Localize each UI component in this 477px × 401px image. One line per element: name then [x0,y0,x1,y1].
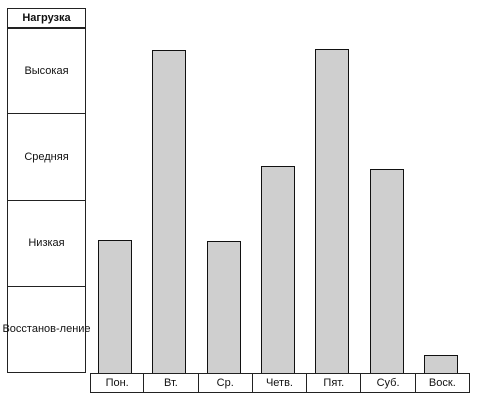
x-tick-label: Четв. [251,373,308,393]
bar-4 [315,48,350,374]
bar-3 [261,166,295,374]
x-tick-label: Пон. [90,373,145,393]
x-tick-label: Вт. [143,373,199,393]
bar-6 [423,354,458,374]
y-level-3: Восстанов-ление [2,285,91,373]
bar-0 [98,240,133,374]
bar-1 [152,50,187,374]
x-tick-label: Пят. [306,373,362,393]
x-tick-label: Воск. [414,373,470,393]
bar-2 [206,241,241,374]
x-tick-label: Ср. [197,373,253,393]
y-level-1: Средняя [7,113,86,201]
bar-5 [369,169,404,374]
y-axis-title: Нагрузка [7,8,86,28]
y-level-2: Низкая [7,199,86,287]
y-level-0: Высокая [7,28,86,115]
x-tick-label: Суб. [360,373,416,393]
